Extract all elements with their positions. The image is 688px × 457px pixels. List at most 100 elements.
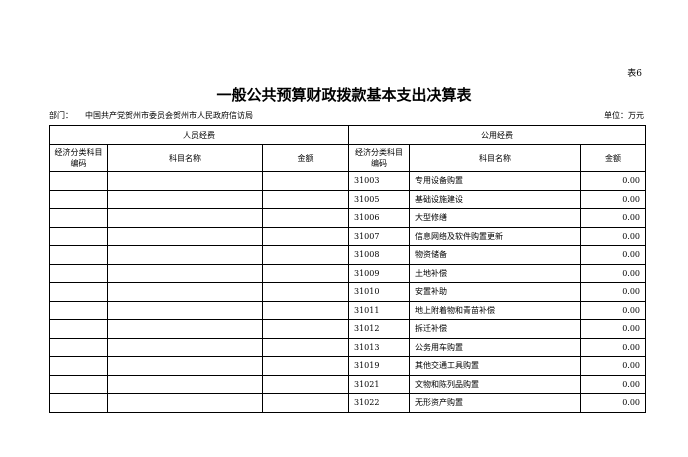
personnel-name [107,245,263,265]
personnel-amount [262,226,349,246]
personnel-name [107,171,263,191]
public-name: 公务用车购置 [409,337,581,357]
personnel-name [107,319,263,339]
personnel-code [49,189,108,209]
personnel-amount [262,300,349,320]
public-amount: 0.00 [580,171,646,191]
public-code: 31008 [348,245,410,265]
public-amount: 0.00 [580,226,646,246]
table-row: 31005 基础设施建设 0.00 [49,189,646,209]
personnel-amount [262,263,349,283]
public-amount: 0.00 [580,393,646,413]
personnel-amount [262,337,349,357]
public-name: 大型修缮 [409,208,581,228]
table-row: 31021 文物和陈列品购置 0.00 [49,374,646,394]
personnel-code [49,319,108,339]
public-code: 31011 [348,300,410,320]
table-row: 31007 信息网络及软件购置更新 0.00 [49,226,646,246]
public-code: 31005 [348,189,410,209]
department: 部门： 中国共产党贺州市委员会贺州市人民政府信访局 [49,110,265,121]
personnel-amount [262,282,349,302]
public-amount: 0.00 [580,282,646,302]
public-name: 文物和陈列品购置 [409,374,581,394]
personnel-amount [262,208,349,228]
personnel-code [49,171,108,191]
public-name: 专用设备购置 [409,171,581,191]
public-amount: 0.00 [580,319,646,339]
column-header-row: 经济分类科目编码 科目名称 金额 经济分类科目编码 科目名称 金额 [49,144,646,172]
public-code: 31021 [348,374,410,394]
unit-label: 单位：万元 [604,111,644,120]
table-row: 31013 公务用车购置 0.00 [49,337,646,357]
header-name: 科目名称 [107,144,263,172]
public-code: 31009 [348,263,410,283]
personnel-amount [262,356,349,376]
personnel-name [107,337,263,357]
public-name: 安置补助 [409,282,581,302]
group-header-row: 人员经费 公用经费 [49,125,646,145]
table-row: 31012 拆迁补偿 0.00 [49,319,646,339]
table-number: 表6 [627,69,642,79]
public-name: 基础设施建设 [409,189,581,209]
group-personnel: 人员经费 [49,125,349,145]
public-code: 31007 [348,226,410,246]
personnel-code [49,300,108,320]
table-row: 31022 无形资产购置 0.00 [49,393,646,413]
personnel-amount [262,189,349,209]
personnel-amount [262,245,349,265]
personnel-name [107,226,263,246]
table-row: 31011 地上附着物和青苗补偿 0.00 [49,300,646,320]
personnel-code [49,337,108,357]
table-row: 31009 土地补偿 0.00 [49,263,646,283]
table-row: 31010 安置补助 0.00 [49,282,646,302]
personnel-name [107,300,263,320]
personnel-code [49,245,108,265]
personnel-amount [262,374,349,394]
public-code: 31012 [348,319,410,339]
public-name: 无形资产购置 [409,393,581,413]
public-code: 31003 [348,171,410,191]
personnel-code [49,226,108,246]
personnel-code [49,356,108,376]
header-code: 经济分类科目编码 [49,144,108,172]
department-label: 部门： [49,111,73,120]
personnel-name [107,208,263,228]
personnel-amount [262,171,349,191]
public-amount: 0.00 [580,245,646,265]
personnel-name [107,356,263,376]
department-name: 中国共产党贺州市委员会贺州市人民政府信访局 [85,111,253,120]
personnel-code [49,263,108,283]
header-amount: 金额 [580,144,646,172]
header-code: 经济分类科目编码 [348,144,410,172]
personnel-name [107,263,263,283]
expenditure-table: 人员经费 公用经费 经济分类科目编码 科目名称 金额 经济分类科目编码 科目名称… [49,125,646,413]
table-row: 31003 专用设备购置 0.00 [49,171,646,191]
public-name: 土地补偿 [409,263,581,283]
group-public: 公用经费 [348,125,646,145]
public-code: 31006 [348,208,410,228]
personnel-amount [262,393,349,413]
header-name: 科目名称 [409,144,581,172]
personnel-code [49,393,108,413]
public-name: 地上附着物和青苗补偿 [409,300,581,320]
public-name: 拆迁补偿 [409,319,581,339]
public-code: 31022 [348,393,410,413]
public-amount: 0.00 [580,208,646,228]
public-name: 物资储备 [409,245,581,265]
page-title: 一般公共预算财政拨款基本支出决算表 [216,86,472,104]
header-amount: 金额 [262,144,349,172]
public-amount: 0.00 [580,356,646,376]
personnel-amount [262,319,349,339]
table-row: 31006 大型修缮 0.00 [49,208,646,228]
personnel-name [107,282,263,302]
personnel-code [49,374,108,394]
public-amount: 0.00 [580,189,646,209]
table-row: 31008 物资储备 0.00 [49,245,646,265]
personnel-code [49,208,108,228]
public-name: 信息网络及软件购置更新 [409,226,581,246]
public-name: 其他交通工具购置 [409,356,581,376]
public-code: 31013 [348,337,410,357]
public-amount: 0.00 [580,337,646,357]
personnel-name [107,374,263,394]
personnel-code [49,282,108,302]
